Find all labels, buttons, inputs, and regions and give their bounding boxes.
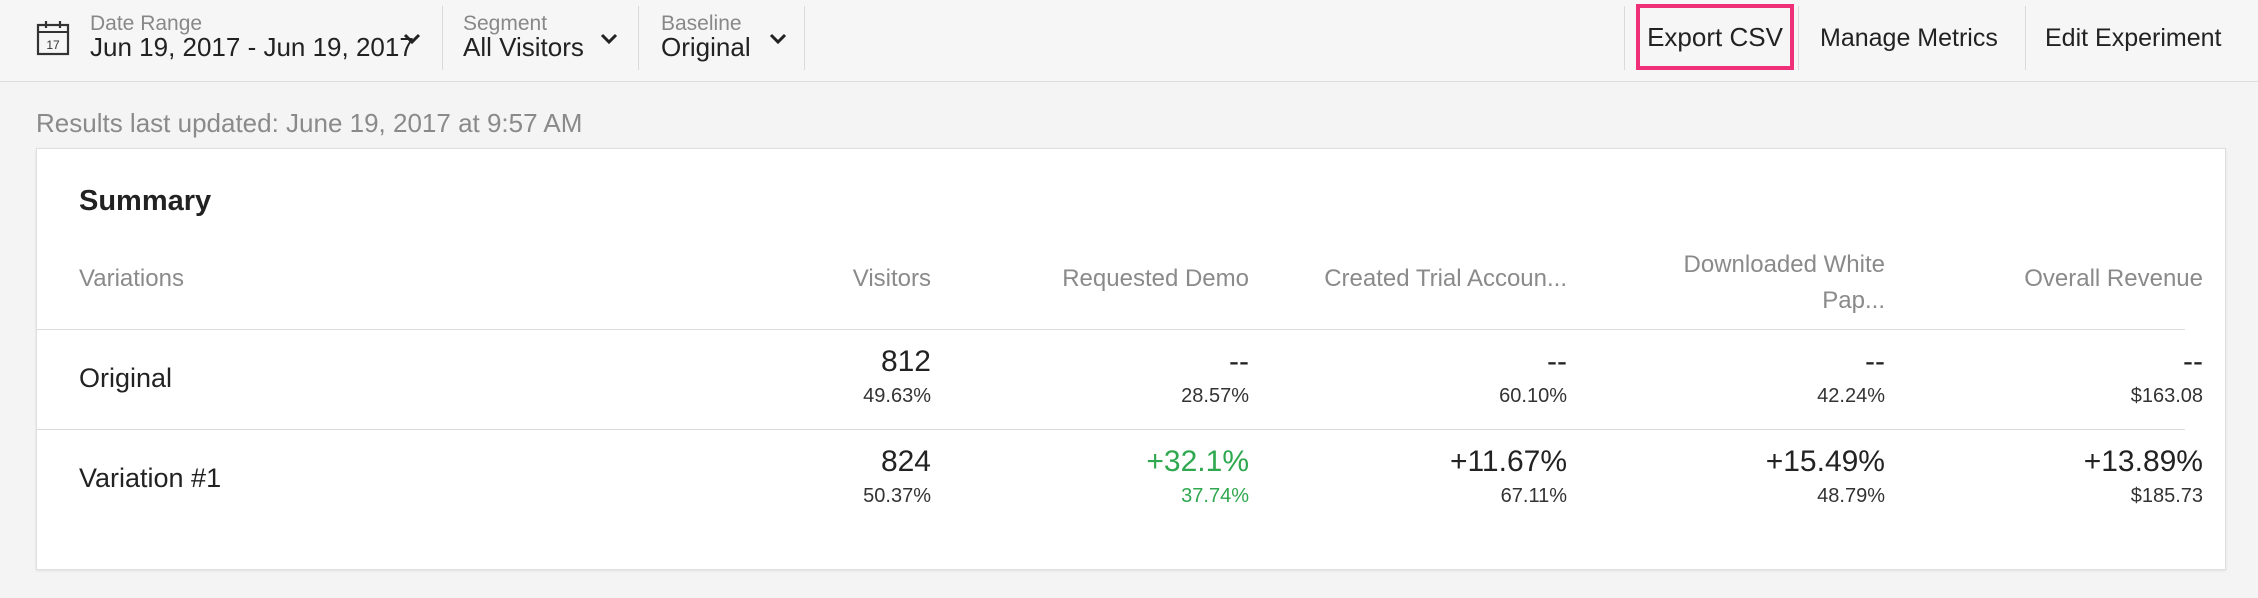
visitors-percent: 50.37%: [863, 485, 931, 507]
divider: [1624, 6, 1625, 70]
requested-demo-rate: 37.74%: [1181, 485, 1249, 507]
created-trial-improvement: +11.67%: [1449, 445, 1567, 478]
calendar-icon: 17: [36, 21, 70, 56]
divider: [442, 6, 443, 70]
divider: [2025, 6, 2026, 70]
chevron-down-icon: [600, 33, 618, 45]
date-range-value: Jun 19, 2017 - Jun 19, 2017: [90, 32, 414, 62]
created-trial-rate: 67.11%: [1500, 485, 1567, 507]
requested-demo-rate: 28.57%: [1181, 385, 1249, 407]
variation-name: Original: [79, 363, 173, 393]
divider: [638, 6, 639, 70]
downloaded-white-cell: +15.49% 48.79%: [1585, 445, 1885, 508]
baseline-label: Baseline: [661, 12, 742, 35]
created-trial-cell: -- 60.10%: [1267, 345, 1567, 408]
column-header-downloaded-white-line2: Pap...: [1822, 287, 1885, 314]
date-range-label: Date Range: [90, 12, 203, 35]
visitors-percent: 49.63%: [863, 385, 931, 407]
overall-revenue-improvement: --: [2183, 345, 2203, 378]
export-csv-button[interactable]: Export CSV: [1636, 4, 1794, 70]
chevron-down-icon: [769, 33, 787, 45]
requested-demo-cell: -- 28.57%: [949, 345, 1249, 408]
downloaded-white-rate: 48.79%: [1817, 485, 1885, 507]
summary-card: Summary Variations Visitors Requested De…: [36, 148, 2226, 570]
downloaded-white-rate: 42.24%: [1817, 385, 1885, 407]
overall-revenue-value: $185.73: [2130, 485, 2203, 507]
chevron-down-icon: [403, 33, 421, 45]
svg-text:17: 17: [46, 38, 60, 52]
created-trial-cell: +11.67% 67.11%: [1267, 445, 1567, 508]
segment-value: All Visitors: [463, 32, 584, 62]
visitors-count: 824: [880, 445, 931, 478]
overall-revenue-value: $163.08: [2130, 385, 2203, 407]
downloaded-white-improvement: +15.49%: [1765, 445, 1885, 478]
column-header-created-trial[interactable]: Created Trial Accoun...: [1324, 265, 1567, 292]
created-trial-rate: 60.10%: [1499, 385, 1567, 407]
summary-title: Summary: [79, 185, 212, 217]
overall-revenue-cell: -- $163.08: [1903, 345, 2203, 408]
manage-metrics-button[interactable]: Manage Metrics: [1820, 24, 1998, 52]
column-header-variations[interactable]: Variations: [79, 265, 184, 292]
segment-label: Segment: [463, 12, 548, 35]
divider: [1798, 6, 1799, 70]
row-divider: [37, 429, 2185, 430]
visitors-cell: 824 50.37%: [631, 445, 931, 508]
results-updated-text: Results last updated: June 19, 2017 at 9…: [36, 108, 583, 138]
baseline-filter[interactable]: Baseline Original: [639, 0, 803, 77]
downloaded-white-cell: -- 42.24%: [1585, 345, 1885, 408]
created-trial-improvement: --: [1547, 345, 1567, 378]
baseline-value: Original: [661, 32, 751, 62]
column-header-overall-revenue[interactable]: Overall Revenue: [2024, 265, 2203, 292]
column-header-requested-demo[interactable]: Requested Demo: [1062, 265, 1249, 292]
requested-demo-improvement: --: [1229, 345, 1249, 378]
downloaded-white-improvement: --: [1865, 345, 1885, 378]
column-header-downloaded-white[interactable]: Downloaded White Pap...: [1585, 247, 1885, 319]
date-range-filter[interactable]: 17 Date Range Jun 19, 2017 - Jun 19, 201…: [0, 0, 440, 77]
visitors-cell: 812 49.63%: [631, 345, 931, 408]
visitors-count: 812: [880, 345, 931, 378]
requested-demo-improvement: +32.1%: [1146, 445, 1249, 478]
divider: [804, 6, 805, 70]
overall-revenue-cell: +13.89% $185.73: [1903, 445, 2203, 508]
edit-experiment-button[interactable]: Edit Experiment: [2045, 24, 2222, 52]
requested-demo-cell: +32.1% 37.74%: [949, 445, 1249, 508]
column-header-downloaded-white-line1: Downloaded White: [1683, 251, 1885, 278]
toolbar: 17 Date Range Jun 19, 2017 - Jun 19, 201…: [0, 0, 2258, 82]
variation-name: Variation #1: [79, 463, 222, 493]
segment-filter[interactable]: Segment All Visitors: [443, 0, 637, 77]
row-divider: [37, 329, 2185, 330]
column-header-visitors[interactable]: Visitors: [852, 265, 931, 292]
overall-revenue-improvement: +13.89%: [2083, 445, 2203, 478]
